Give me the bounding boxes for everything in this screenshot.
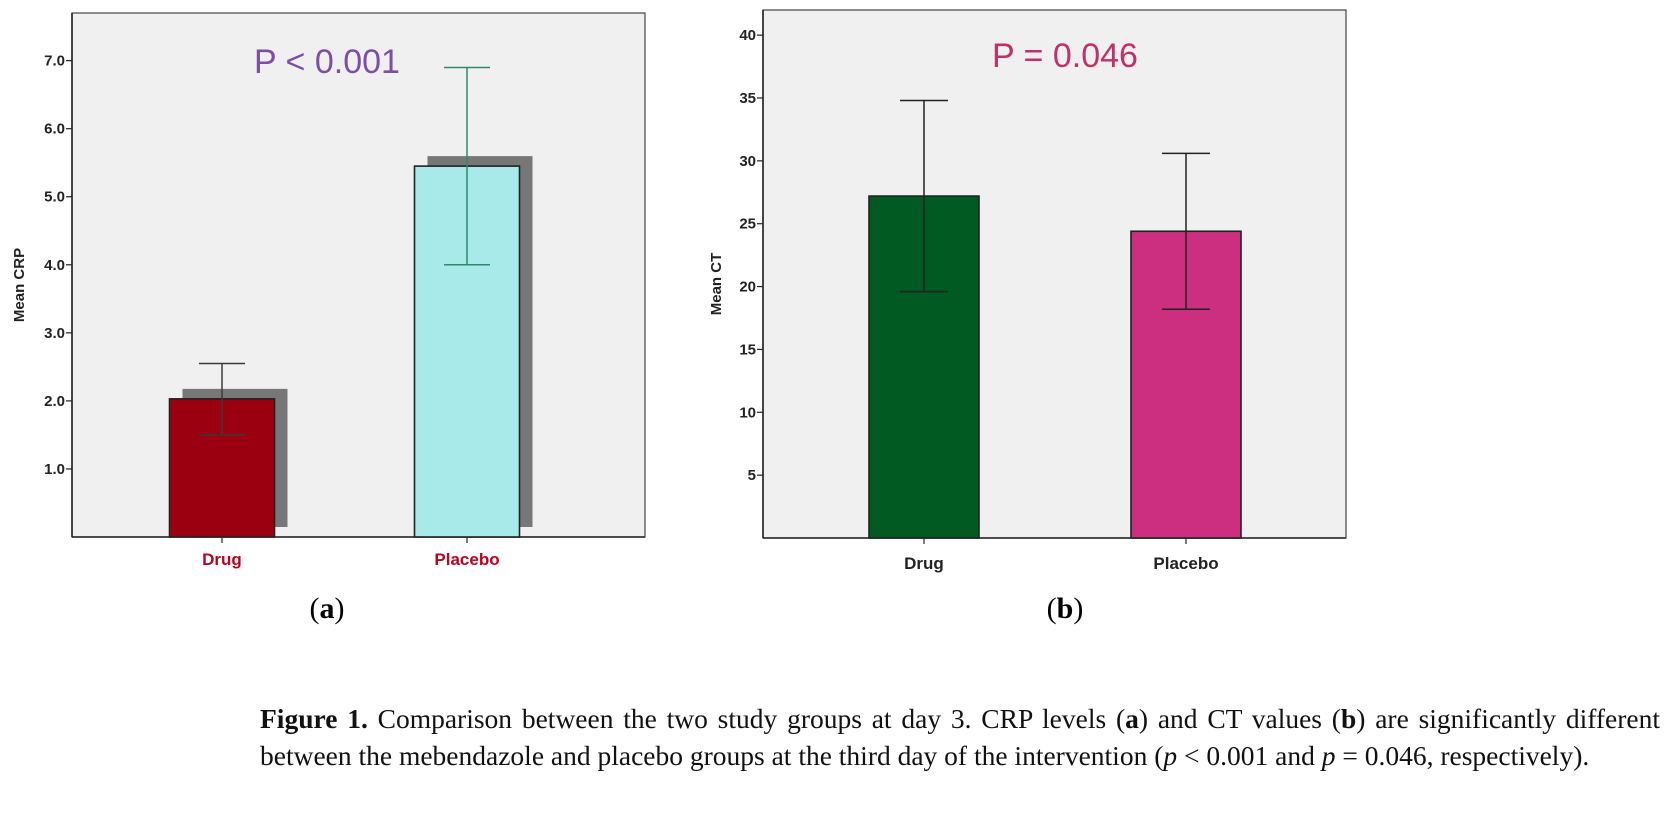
panel-letter: b (1057, 592, 1074, 625)
caption-text-2: ) and CT values ( (1138, 703, 1341, 734)
panel-paren: ( (1047, 592, 1057, 625)
x-tick-label-placebo: Placebo (434, 550, 499, 569)
caption-p2: p (1321, 740, 1336, 771)
y-tick-label: 6.0 (44, 121, 65, 138)
caption-text-5: = 0.046, respectively). (1335, 740, 1590, 771)
panel-label: (b) (1047, 592, 1084, 625)
x-tick-label-drug: Drug (904, 554, 944, 573)
caption-ref-a: a (1125, 703, 1139, 734)
plot-area (71, 12, 646, 538)
caption-text-4: < 0.001 and (1177, 740, 1322, 771)
y-tick-label: 3.0 (44, 325, 65, 342)
y-tick-label: 25 (739, 216, 756, 233)
y-tick-label: 35 (739, 90, 756, 107)
x-tick-label-placebo: Placebo (1153, 554, 1218, 573)
y-tick-label: 15 (739, 341, 756, 358)
y-tick-label: 5.0 (44, 189, 65, 206)
y-tick-label: 5 (748, 467, 756, 484)
panel-paren: ) (1073, 592, 1083, 625)
y-tick-label: 7.0 (44, 53, 65, 70)
caption-ref-b: b (1340, 703, 1357, 734)
y-axis-label: Mean CT (708, 253, 725, 316)
figure-caption: Figure 1. Comparison between the two stu… (260, 700, 1660, 774)
panel-paren: ) (335, 592, 345, 625)
x-tick-label-drug: Drug (202, 550, 242, 569)
y-tick-label: 2.0 (44, 393, 65, 410)
panel-letter: a (320, 592, 335, 625)
y-tick-label: 10 (739, 404, 756, 421)
caption-label: Figure 1. (260, 703, 368, 734)
chart-crp: 1.0 2.0 3.0 4.0 5.0 6.0 7.0 Mean CRP Drug Placebo… (11, 12, 646, 625)
p-value-label: P = 0.046 (992, 37, 1138, 75)
p-value-label: P < 0.001 (254, 43, 400, 81)
y-tick-label: 40 (739, 27, 756, 44)
y-tick-label: 20 (739, 279, 756, 296)
y-tick-label: 1.0 (44, 461, 65, 478)
panel-paren: ( (310, 592, 320, 625)
y-axis-label: Mean CRP (11, 248, 28, 322)
plot-area (762, 9, 1347, 539)
caption-text-3: ) are significantly different between th… (260, 703, 1661, 771)
y-tick-label: 30 (739, 153, 756, 170)
caption-p1: p (1163, 740, 1178, 771)
chart-ct: 5 10 15 20 25 30 35 40 Mean CT Drug Placebo P = 0.0… (708, 9, 1347, 625)
y-tick-label: 4.0 (44, 257, 65, 274)
panel-label: (a) (310, 592, 345, 625)
caption-text-1: Comparison between the two study groups … (367, 703, 1126, 734)
